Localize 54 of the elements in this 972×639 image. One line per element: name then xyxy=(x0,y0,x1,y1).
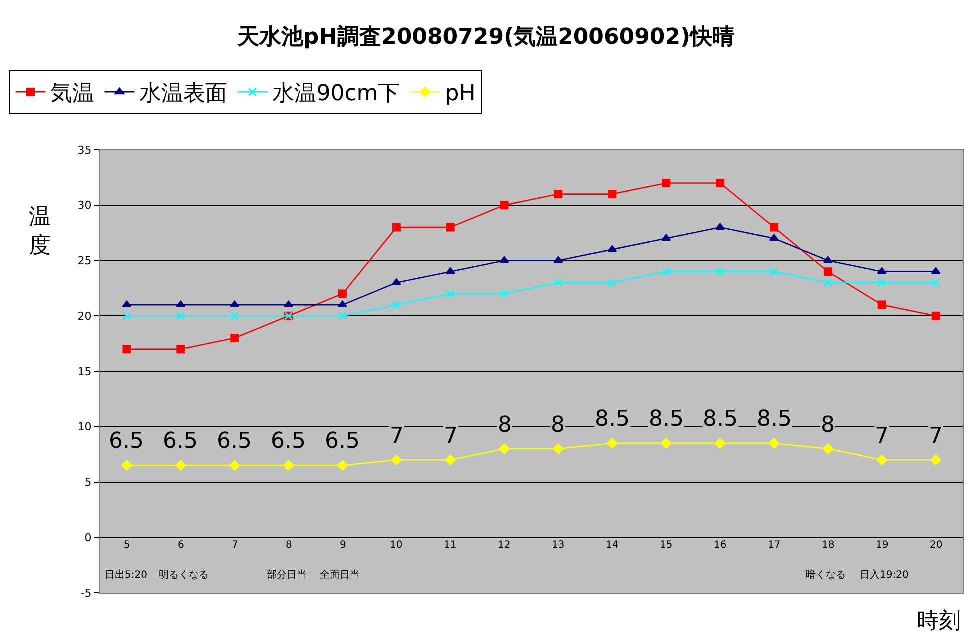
x-tick-label: 7 xyxy=(232,540,238,551)
data-label: 8.5 xyxy=(649,407,684,432)
y-tick-label: 5 xyxy=(84,476,92,490)
x-tick-label: 11 xyxy=(444,540,457,551)
x-tick-label: 6 xyxy=(178,540,184,551)
data-label: 6.5 xyxy=(109,429,144,454)
data-label: 7 xyxy=(390,424,404,449)
data-label: 6.5 xyxy=(271,429,306,454)
annotation: 明るくなる xyxy=(159,570,209,581)
data-label: 7 xyxy=(875,424,889,449)
x-tick-label: 20 xyxy=(930,540,943,551)
y-tick-label: 25 xyxy=(78,254,92,268)
annotation: 暗くなる xyxy=(806,569,846,581)
data-label: 6.5 xyxy=(163,429,198,454)
y-axis-title: 温度 xyxy=(29,205,51,259)
data-label: 8 xyxy=(498,413,512,438)
x-tick-label: 16 xyxy=(714,540,727,551)
x-tick-label: 19 xyxy=(876,540,889,551)
x-axis-title: 時刻 xyxy=(917,609,961,634)
y-tick-label: 20 xyxy=(78,310,92,323)
data-label: 8.5 xyxy=(595,407,630,432)
x-tick-label: 14 xyxy=(606,540,619,551)
data-label: 8 xyxy=(821,413,835,438)
y-tick-label: 35 xyxy=(78,144,92,157)
y-tick-label: 10 xyxy=(78,420,92,434)
data-label: 7 xyxy=(929,424,943,449)
annotation: 日入19:20 xyxy=(860,569,909,581)
data-label: 8.5 xyxy=(703,407,738,432)
x-tick-label: 5 xyxy=(124,540,130,551)
chart-title: 天水池pH調査20080729(気温20060902)快晴 xyxy=(236,24,735,50)
data-label: 8 xyxy=(551,413,565,438)
annotation: 全面日当 xyxy=(320,569,360,581)
data-label: 6.5 xyxy=(217,429,252,454)
legend-label: 気温 xyxy=(50,82,95,107)
y-tick-label: 15 xyxy=(78,365,92,378)
legend-label: pH xyxy=(445,82,476,107)
x-tick-label: 13 xyxy=(552,540,565,551)
x-tick-label: 15 xyxy=(660,540,673,551)
y-tick-label: 0 xyxy=(84,531,92,544)
annotation: 日出5:20 xyxy=(105,569,148,581)
x-tick-label: 18 xyxy=(822,540,835,551)
y-tick-label: 30 xyxy=(78,199,92,212)
x-tick-label: 17 xyxy=(768,540,781,551)
data-label: 6.5 xyxy=(325,429,360,454)
x-tick-label: 10 xyxy=(390,540,403,551)
x-tick-label: 9 xyxy=(340,540,346,551)
data-label: 8.5 xyxy=(757,407,792,432)
legend-label: 水温90cm下 xyxy=(272,82,400,107)
y-tick-label: -5 xyxy=(80,586,92,600)
annotation: 部分日当 xyxy=(267,569,307,581)
data-label: 7 xyxy=(444,424,458,449)
x-tick-label: 8 xyxy=(286,540,292,551)
x-tick-label: 12 xyxy=(498,540,511,551)
legend-label: 水温表面 xyxy=(140,82,228,107)
